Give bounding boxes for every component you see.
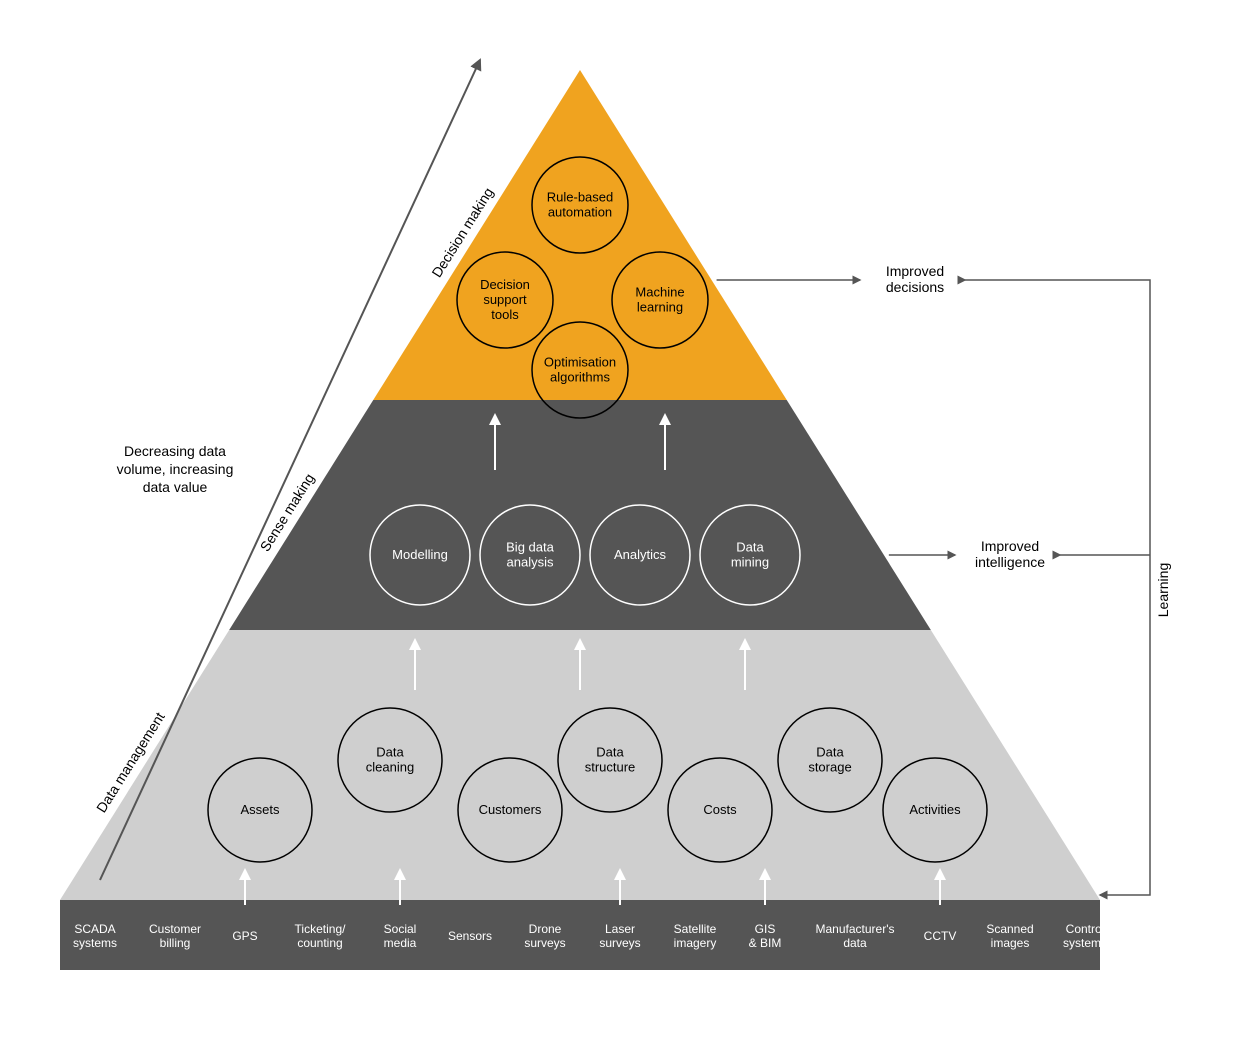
source-scanned-images: Scannedimages — [986, 922, 1033, 950]
node-label-activities: Activities — [909, 802, 961, 817]
output-label-intelligence: Improvedintelligence — [975, 538, 1045, 570]
node-label-customers: Customers — [479, 802, 542, 817]
node-label-assets: Assets — [240, 802, 280, 817]
source-ticketing-counting: Ticketing/counting — [295, 922, 347, 950]
node-label-big-data-analysis: Big dataanalysis — [506, 540, 554, 570]
source-control-systems: Controlsystems — [1063, 922, 1107, 950]
node-label-machine-learning: Machinelearning — [635, 285, 684, 315]
left-axis-label: Decreasing datavolume, increasingdata va… — [117, 443, 234, 495]
right-axis-label: Learning — [1155, 563, 1171, 618]
source-drone-surveys: Dronesurveys — [524, 922, 565, 950]
source-satellite-imagery: Satelliteimagery — [674, 922, 717, 950]
pyramid-diagram: Rule-basedautomationDecisionsupporttools… — [0, 0, 1238, 1038]
node-label-modelling: Modelling — [392, 547, 448, 562]
node-label-data-mining: Datamining — [731, 540, 769, 570]
source-cctv: CCTV — [924, 929, 957, 943]
source-laser-surveys: Lasersurveys — [599, 922, 640, 950]
svg-text:Learning: Learning — [1155, 563, 1171, 618]
node-label-costs: Costs — [703, 802, 737, 817]
output-label-decisions: Improveddecisions — [886, 263, 944, 295]
source-sensors: Sensors — [448, 929, 492, 943]
node-label-optimisation-algorithms: Optimisationalgorithms — [544, 355, 616, 385]
source-scada-systems: SCADAsystems — [73, 922, 117, 950]
node-label-rule-based-automation: Rule-basedautomation — [547, 190, 614, 220]
source-gps: GPS — [232, 929, 257, 943]
source-social-media: Socialmedia — [384, 922, 417, 950]
node-label-analytics: Analytics — [614, 547, 667, 562]
tier-sense-making — [229, 400, 931, 630]
tier-decision-making — [373, 70, 786, 400]
